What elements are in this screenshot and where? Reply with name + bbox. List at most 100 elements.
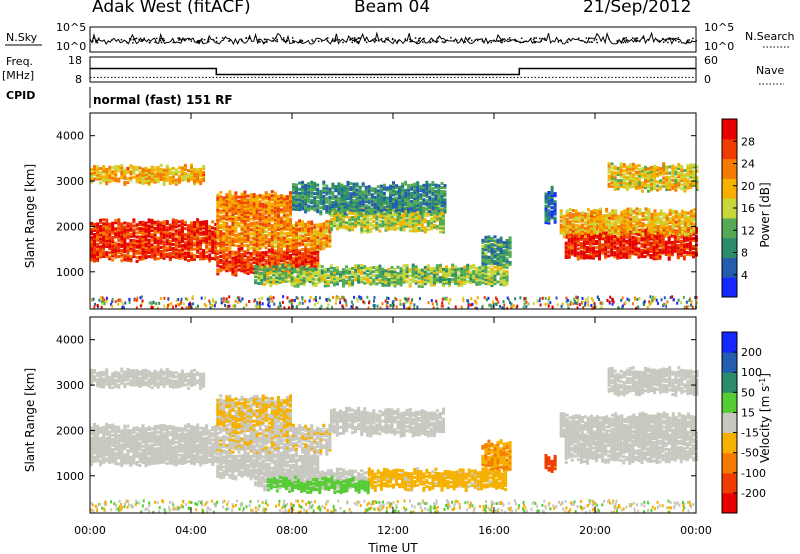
- data-cell: [367, 189, 371, 193]
- data-cell: [120, 170, 124, 174]
- data-cell: [335, 278, 339, 282]
- data-cell: [252, 246, 256, 250]
- data-cell: [234, 259, 238, 263]
- data-cell: [667, 251, 671, 255]
- data-cell: [246, 204, 250, 208]
- data-cell: [668, 231, 672, 235]
- data-cell: [132, 234, 136, 238]
- data-cell: [252, 230, 256, 234]
- data-cell: [114, 167, 118, 170]
- data-cell: [190, 171, 193, 175]
- data-cell: [429, 281, 433, 285]
- data-cell: [423, 220, 427, 224]
- data-cell: [352, 203, 356, 207]
- data-cell: [240, 198, 244, 202]
- data-cell: [382, 208, 386, 212]
- data-cell: [363, 215, 367, 219]
- data-cell: [129, 164, 133, 168]
- data-cell: [156, 168, 160, 171]
- data-cell: [168, 233, 172, 237]
- data-cell: [261, 244, 265, 248]
- data-cell: [608, 216, 612, 220]
- data-cell: [329, 272, 333, 276]
- data-cell: [177, 176, 181, 180]
- data-cell: [602, 216, 606, 220]
- data-cell: [108, 247, 112, 251]
- data-cell: [174, 178, 178, 182]
- data-cell: [99, 181, 103, 185]
- data-cell: [417, 268, 421, 272]
- data-cell: [93, 237, 96, 241]
- data-cell: [90, 246, 93, 250]
- data-cell: [466, 263, 470, 267]
- data-cell: [243, 221, 247, 225]
- data-cell: [267, 254, 271, 258]
- data-cell: [401, 204, 405, 208]
- data-cell: [342, 213, 345, 217]
- data-cell: [339, 274, 342, 278]
- data-cell: [301, 187, 305, 190]
- data-cell: [607, 246, 611, 250]
- data-cell: [255, 210, 259, 214]
- data-cell: [285, 201, 289, 205]
- data-cell: [610, 247, 614, 251]
- data-cell: [150, 247, 154, 251]
- data-cell: [644, 171, 647, 175]
- data-cell: [171, 247, 175, 250]
- data-cell: [607, 184, 611, 188]
- data-cell: [193, 180, 196, 184]
- data-cell: [199, 233, 203, 237]
- data-cell: [159, 235, 163, 239]
- data-cell: [150, 171, 154, 175]
- data-cell: [129, 245, 133, 248]
- data-cell: [255, 242, 259, 246]
- data-cell: [105, 232, 109, 236]
- data-cell: [416, 193, 420, 197]
- data-cell: [617, 220, 621, 224]
- data-cell: [196, 218, 200, 222]
- data-cell: [325, 209, 329, 212]
- data-cell: [583, 226, 587, 230]
- data-cell: [270, 260, 274, 264]
- data-cell: [317, 270, 321, 274]
- data-cell: [304, 256, 308, 259]
- data-cell: [222, 253, 226, 257]
- data-cell: [187, 250, 190, 254]
- data-cell: [216, 201, 220, 205]
- data-cell: [260, 272, 264, 276]
- data-cell: [222, 261, 226, 265]
- data-cell: [407, 200, 411, 204]
- data-cell: [623, 219, 627, 223]
- data-cell: [187, 240, 190, 244]
- data-cell: [562, 227, 566, 230]
- data-cell: [348, 281, 352, 285]
- data-cell: [282, 238, 286, 242]
- data-cell: [208, 229, 212, 232]
- data-cell: [279, 194, 283, 198]
- data-cell: [180, 256, 184, 260]
- data-cell: [568, 224, 572, 228]
- data-cell: [177, 244, 181, 248]
- data-cell: [665, 227, 669, 231]
- data-cell: [343, 185, 347, 189]
- data-cell: [646, 233, 650, 237]
- data-cell: [490, 277, 494, 281]
- data-cell: [270, 232, 274, 236]
- data-cell: [132, 232, 136, 236]
- data-cell: [340, 193, 344, 197]
- data-cell: [219, 261, 223, 265]
- data-cell: [308, 269, 312, 273]
- data-cell: [267, 237, 271, 241]
- data-cell: [174, 251, 178, 255]
- data-cell: [105, 255, 109, 259]
- data-cell: [325, 238, 329, 242]
- data-cell: [114, 175, 118, 179]
- data-cell: [601, 249, 605, 253]
- data-cell: [653, 221, 657, 225]
- data-cell: [579, 256, 583, 260]
- data-cell: [156, 236, 160, 240]
- data-cell: [96, 171, 100, 175]
- data-cell: [304, 194, 308, 197]
- data-cell: [301, 252, 305, 256]
- data-cell: [686, 215, 690, 219]
